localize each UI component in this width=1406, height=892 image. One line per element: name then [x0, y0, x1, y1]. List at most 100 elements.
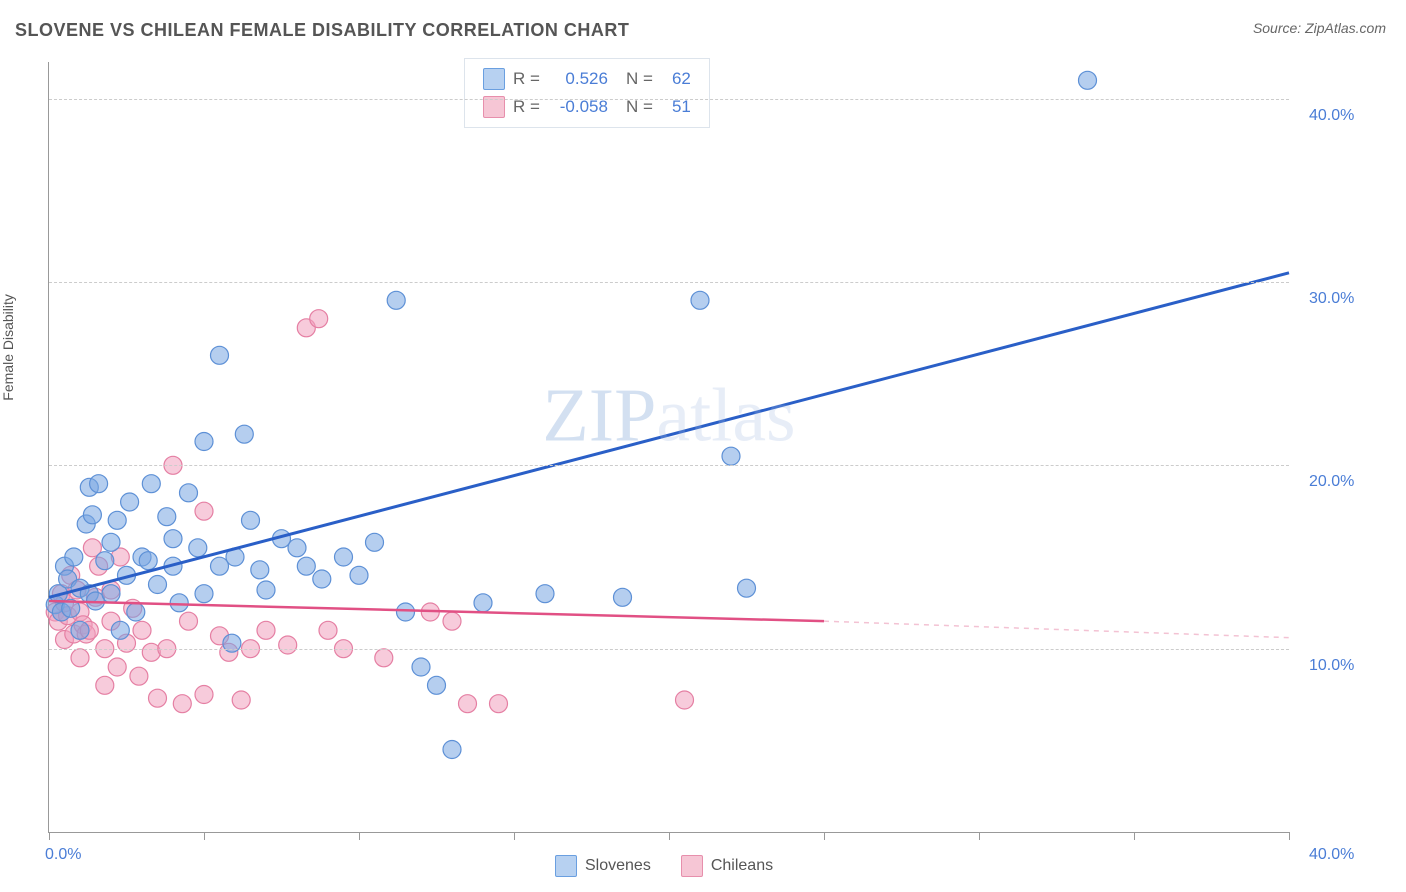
- slovenes-point: [235, 425, 253, 443]
- chileans-point: [310, 310, 328, 328]
- chileans-point: [133, 621, 151, 639]
- x-tick: [359, 832, 360, 840]
- slovenes-point: [90, 475, 108, 493]
- x-tick: [669, 832, 670, 840]
- y-tick-label: 30.0%: [1309, 290, 1354, 308]
- slovenes-point: [195, 433, 213, 451]
- n-value-0: 62: [661, 65, 691, 93]
- r-value-1: -0.058: [548, 93, 608, 121]
- slovenes-point: [722, 447, 740, 465]
- x-tick-label: 40.0%: [1309, 846, 1354, 864]
- y-tick-label: 10.0%: [1309, 657, 1354, 675]
- slovenes-point: [164, 530, 182, 548]
- slovenes-point: [387, 291, 405, 309]
- x-tick-label: 0.0%: [45, 846, 81, 864]
- x-tick: [979, 832, 980, 840]
- chileans-point: [257, 621, 275, 639]
- chileans-point: [71, 649, 89, 667]
- slovenes-point: [211, 346, 229, 364]
- r-label-1: R =: [513, 93, 540, 121]
- slovenes-point: [335, 548, 353, 566]
- chileans-point: [319, 621, 337, 639]
- y-tick-label: 40.0%: [1309, 107, 1354, 125]
- n-label-1: N =: [626, 93, 653, 121]
- source-attribution: Source: ZipAtlas.com: [1253, 20, 1386, 36]
- x-tick: [1289, 832, 1290, 840]
- slovenes-point: [536, 585, 554, 603]
- slovenes-point: [142, 475, 160, 493]
- slovenes-point: [195, 585, 213, 603]
- slovenes-point: [288, 539, 306, 557]
- gridline-horizontal: [49, 99, 1289, 100]
- chileans-point: [149, 689, 167, 707]
- slovenes-point: [1079, 71, 1097, 89]
- slovenes-point: [366, 533, 384, 551]
- chileans-point: [173, 695, 191, 713]
- chileans-point: [195, 686, 213, 704]
- slovenes-point: [96, 552, 114, 570]
- x-tick: [824, 832, 825, 840]
- gridline-horizontal: [49, 649, 1289, 650]
- x-tick: [514, 832, 515, 840]
- legend-swatch-slovenes: [555, 855, 577, 877]
- series-legend: Slovenes Chileans: [555, 855, 773, 877]
- slovenes-point: [297, 557, 315, 575]
- chileans-point: [459, 695, 477, 713]
- slovenes-point: [691, 291, 709, 309]
- slovenes-point: [83, 506, 101, 524]
- slovenes-point: [121, 493, 139, 511]
- slovenes-point: [102, 533, 120, 551]
- r-value-0: 0.526: [548, 65, 608, 93]
- slovenes-point: [102, 585, 120, 603]
- slovenes-point: [108, 511, 126, 529]
- slovenes-point: [111, 621, 129, 639]
- slovenes-point: [443, 741, 461, 759]
- r-label-0: R =: [513, 65, 540, 93]
- slovenes-point: [257, 581, 275, 599]
- chart-title: SLOVENE VS CHILEAN FEMALE DISABILITY COR…: [15, 20, 629, 41]
- slovenes-point: [428, 676, 446, 694]
- chileans-point: [279, 636, 297, 654]
- chileans-trendline-extrapolated: [824, 621, 1289, 638]
- chileans-point: [108, 658, 126, 676]
- slovenes-point: [158, 508, 176, 526]
- slovenes-point: [738, 579, 756, 597]
- chileans-point: [232, 691, 250, 709]
- chileans-point: [195, 502, 213, 520]
- stats-row-chileans: R = -0.058 N = 51: [483, 93, 691, 121]
- gridline-horizontal: [49, 282, 1289, 283]
- slovenes-point: [614, 588, 632, 606]
- slovenes-point: [397, 603, 415, 621]
- x-tick: [49, 832, 50, 840]
- slovenes-point: [242, 511, 260, 529]
- chileans-point: [375, 649, 393, 667]
- gridline-horizontal: [49, 465, 1289, 466]
- slovenes-point: [189, 539, 207, 557]
- chileans-point: [490, 695, 508, 713]
- slovenes-point: [149, 576, 167, 594]
- slovenes-point: [170, 594, 188, 612]
- chileans-point: [676, 691, 694, 709]
- y-axis-label: Female Disability: [0, 294, 16, 401]
- slovenes-point: [180, 484, 198, 502]
- stats-row-slovenes: R = 0.526 N = 62: [483, 65, 691, 93]
- scatter-plot-svg: [49, 62, 1289, 832]
- legend-label-slovenes: Slovenes: [585, 857, 651, 875]
- slovenes-point: [412, 658, 430, 676]
- stats-legend: R = 0.526 N = 62 R = -0.058 N = 51: [464, 58, 710, 128]
- chileans-point: [130, 667, 148, 685]
- slovenes-point: [211, 557, 229, 575]
- x-tick: [204, 832, 205, 840]
- y-tick-label: 20.0%: [1309, 473, 1354, 491]
- chileans-point: [96, 676, 114, 694]
- x-tick: [1134, 832, 1135, 840]
- chileans-point: [180, 612, 198, 630]
- chart-plot-area: ZIPatlas R = 0.526 N = 62 R = -0.058 N =…: [48, 62, 1289, 833]
- slovenes-point: [127, 603, 145, 621]
- slovenes-point: [313, 570, 331, 588]
- slovenes-point: [139, 552, 157, 570]
- slovenes-point: [350, 566, 368, 584]
- legend-item-chileans: Chileans: [681, 855, 773, 877]
- legend-label-chileans: Chileans: [711, 857, 773, 875]
- slovenes-point: [65, 548, 83, 566]
